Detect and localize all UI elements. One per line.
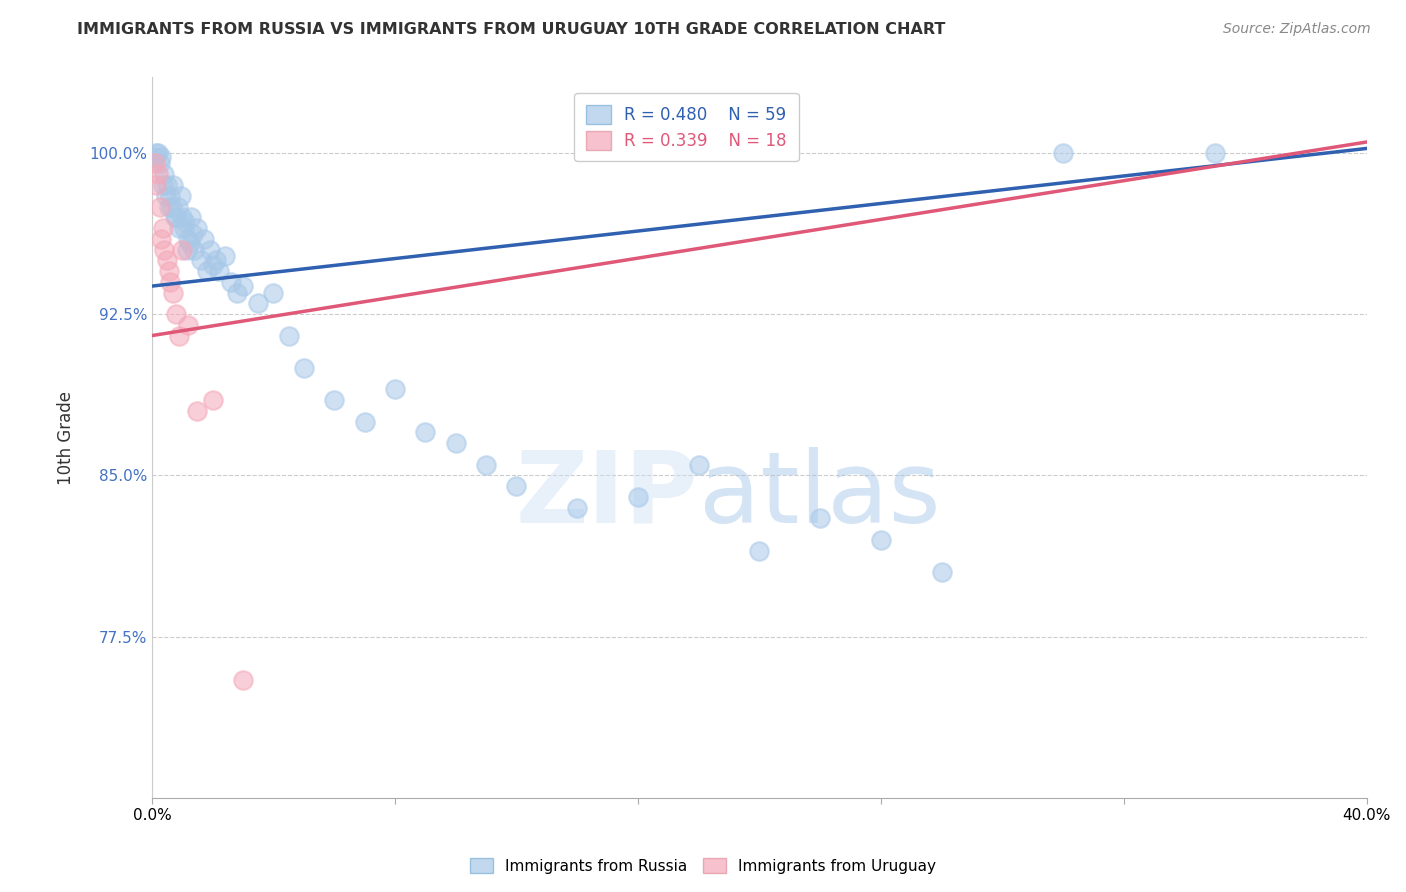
Point [160,200,183,214]
Point [157,200,180,214]
Point [627,490,650,504]
Point [155,188,177,202]
Point [190,253,212,268]
Point [150,232,173,246]
Point [183,243,205,257]
Point [748,543,770,558]
Y-axis label: 10th Grade: 10th Grade [58,391,75,484]
Point [162,178,184,192]
Point [157,264,180,278]
Point [177,318,200,332]
Point [193,232,215,246]
Legend: R = 0.480    N = 59, R = 0.339    N = 18: R = 0.480 N = 59, R = 0.339 N = 18 [575,93,799,161]
Point [159,188,181,202]
Point [159,275,181,289]
Point [156,178,179,192]
Point [204,253,226,268]
Point [145,145,167,160]
Point [166,200,188,214]
Point [163,211,186,225]
Point [172,243,194,257]
Point [808,511,831,525]
Legend: Immigrants from Russia, Immigrants from Uruguay: Immigrants from Russia, Immigrants from … [464,852,942,880]
Point [505,479,527,493]
Point [156,253,179,268]
Point [384,382,406,396]
Text: Source: ZipAtlas.com: Source: ZipAtlas.com [1223,22,1371,37]
Point [219,275,242,289]
Point [198,243,221,257]
Point [232,279,254,293]
Point [145,178,167,192]
Point [1204,145,1226,160]
Point [180,211,202,225]
Point [201,393,224,408]
Point [565,500,588,515]
Point [146,145,169,160]
Text: IMMIGRANTS FROM RUSSIA VS IMMIGRANTS FROM URUGUAY 10TH GRADE CORRELATION CHART: IMMIGRANTS FROM RUSSIA VS IMMIGRANTS FRO… [77,22,946,37]
Point [277,328,299,343]
Point [444,436,467,450]
Point [152,221,174,235]
Point [153,243,176,257]
Point [208,264,231,278]
Point [167,221,190,235]
Point [174,214,197,228]
Text: ZIP: ZIP [516,447,699,544]
Point [262,285,284,300]
Point [226,285,249,300]
Point [152,178,174,192]
Point [292,360,315,375]
Point [143,150,166,164]
Point [870,533,893,547]
Point [148,156,170,170]
Point [172,211,194,225]
Point [148,200,170,214]
Text: atlas: atlas [699,447,941,544]
Point [413,425,436,440]
Point [179,236,201,251]
Point [181,227,204,242]
Point [167,328,190,343]
Point [475,458,498,472]
Point [143,156,166,170]
Point [323,393,346,408]
Point [353,415,375,429]
Point [186,404,208,418]
Point [150,150,173,164]
Point [195,264,218,278]
Point [165,211,187,225]
Point [165,307,187,321]
Point [176,243,198,257]
Point [186,221,208,235]
Point [177,232,200,246]
Point [170,188,193,202]
Point [688,458,710,472]
Point [1052,145,1074,160]
Point [173,221,195,235]
Point [931,565,953,579]
Point [201,258,224,272]
Point [247,296,270,310]
Point [162,285,184,300]
Point [214,249,236,263]
Point [232,673,254,687]
Point [153,167,176,181]
Point [146,167,169,181]
